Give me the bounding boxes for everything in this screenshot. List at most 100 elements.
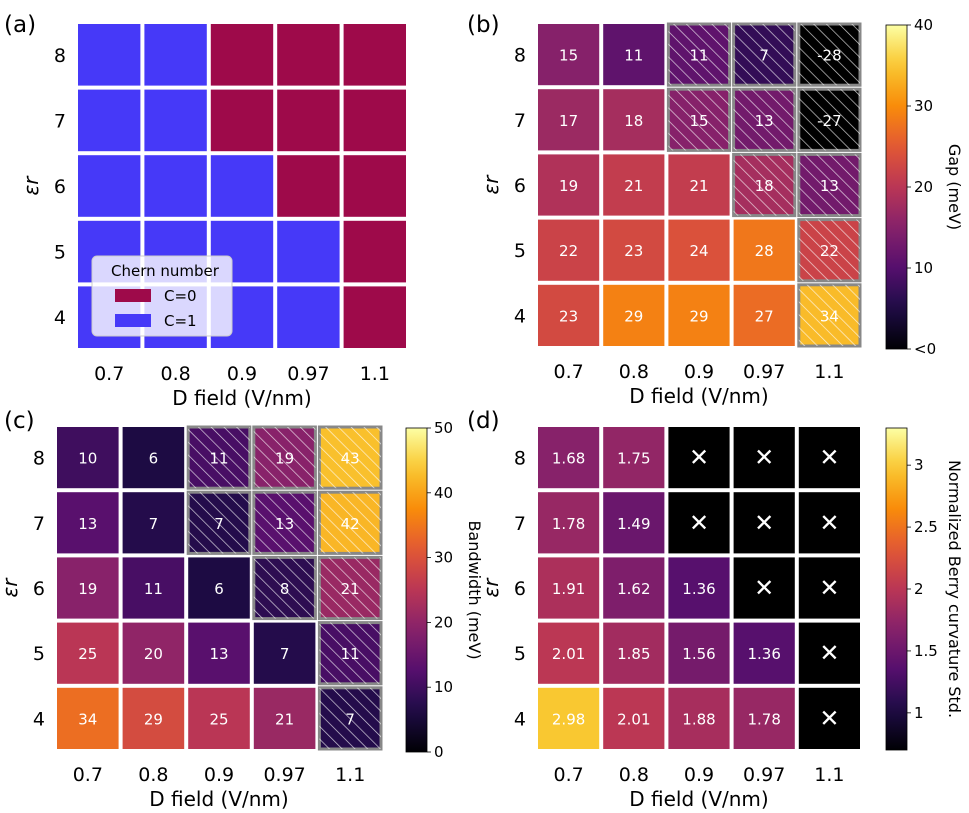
cell-value: 17 bbox=[559, 112, 578, 130]
heatmap-cell bbox=[798, 492, 860, 554]
y-tick-label: 7 bbox=[514, 110, 526, 132]
y-tick-label: 5 bbox=[33, 643, 45, 665]
cell-value: 1.91 bbox=[552, 580, 585, 598]
y-tick-label: 6 bbox=[54, 176, 66, 198]
hatch-overlay bbox=[798, 284, 860, 346]
x-tick-label: 0.97 bbox=[287, 363, 329, 385]
cell-value: 22 bbox=[820, 242, 839, 260]
heatmap-cell bbox=[733, 427, 795, 489]
x-tick-label: 0.97 bbox=[263, 764, 305, 786]
x-tick-label: 0.7 bbox=[73, 764, 103, 786]
heatmap-cell bbox=[538, 427, 600, 489]
colorbar-label: Bandwidth (meV) bbox=[465, 520, 484, 659]
cell-value: 21 bbox=[624, 177, 643, 195]
colorbar bbox=[885, 427, 908, 751]
missing-marker: ✕ bbox=[819, 704, 839, 732]
heatmap-cell bbox=[210, 89, 274, 152]
heatmap-cell bbox=[798, 557, 860, 619]
heatmap-cell bbox=[538, 492, 600, 554]
heatmap-cell bbox=[538, 219, 600, 281]
cell-value: 7 bbox=[214, 515, 224, 533]
hatch-overlay bbox=[319, 492, 381, 554]
x-axis-label: D field (V/nm) bbox=[149, 787, 288, 811]
heatmap-cell bbox=[733, 687, 795, 749]
cell-value: 10 bbox=[78, 450, 97, 468]
cell-value: 24 bbox=[689, 242, 708, 260]
panel-d-berry-curvature: 1.68 1.75 ✕ ✕ ✕ 1.78 1.49 ✕ ✕ ✕ 1.91 1.62 1.36 ✕ ✕ 2.01… bbox=[479, 427, 964, 811]
chern-legend: Chern number C=0 C=1 bbox=[91, 255, 233, 337]
cell-value: 2.01 bbox=[617, 710, 650, 728]
colorbar-tick-label: 2.5 bbox=[914, 518, 938, 536]
cell-value: 34 bbox=[78, 710, 97, 728]
cell-value: 1.88 bbox=[682, 710, 715, 728]
y-axis-label: εr bbox=[479, 174, 503, 195]
panel-label-a: (a) bbox=[4, 12, 36, 38]
heatmap-cell bbox=[603, 687, 665, 749]
cell-value: 1.78 bbox=[552, 515, 585, 533]
heatmap-cell bbox=[343, 155, 406, 217]
heatmap-cell bbox=[668, 427, 730, 489]
hatch-overlay bbox=[319, 557, 381, 619]
cell-value: 1.75 bbox=[617, 450, 650, 468]
x-tick-label: 0.9 bbox=[227, 363, 257, 385]
heatmap-cell bbox=[253, 687, 316, 749]
heatmap-cell bbox=[57, 687, 119, 749]
heatmap-cell bbox=[122, 427, 185, 489]
heatmap-cell bbox=[603, 622, 665, 684]
heatmap-cell bbox=[668, 622, 730, 684]
heatmap-cell bbox=[188, 687, 250, 749]
heatmap-cell bbox=[277, 286, 340, 348]
heatmap-cell bbox=[798, 687, 860, 749]
colorbar bbox=[405, 427, 428, 753]
hatch-overlay bbox=[668, 89, 730, 151]
colorbar-tick-label: 50 bbox=[434, 419, 453, 437]
colorbar-tick-label: 3 bbox=[914, 456, 924, 474]
cell-value: 1.49 bbox=[617, 515, 650, 533]
cell-value: 11 bbox=[341, 645, 360, 663]
heatmap-cell bbox=[603, 557, 665, 619]
heatmap-cell bbox=[57, 492, 119, 554]
heatmap-cell bbox=[343, 89, 406, 152]
cell-value: 11 bbox=[624, 47, 643, 65]
heatmap-cell bbox=[277, 220, 340, 283]
x-tick-label: 0.8 bbox=[160, 363, 190, 385]
x-tick-label: 0.8 bbox=[619, 764, 649, 786]
cell-value: 43 bbox=[341, 450, 360, 468]
cell-value: 8 bbox=[280, 580, 290, 598]
missing-marker: ✕ bbox=[819, 574, 839, 602]
cell-value: 1.85 bbox=[617, 645, 650, 663]
y-tick-label: 6 bbox=[33, 578, 45, 600]
legend-label-c1: C=1 bbox=[164, 312, 197, 330]
hatch-overlay bbox=[253, 492, 316, 554]
cell-value: -27 bbox=[817, 112, 842, 130]
cell-value: 25 bbox=[209, 710, 228, 728]
cell-value: 1.78 bbox=[747, 710, 780, 728]
cell-value: 1.68 bbox=[552, 450, 585, 468]
hatch-overlay bbox=[253, 427, 316, 489]
y-tick-label: 8 bbox=[514, 45, 526, 67]
y-axis-label: εr bbox=[479, 577, 503, 598]
cell-value: 19 bbox=[559, 177, 578, 195]
colorbar-tick-label: 0 bbox=[434, 743, 444, 761]
x-tick-label: 0.8 bbox=[619, 361, 649, 383]
legend-swatch-c0 bbox=[115, 289, 151, 302]
cell-value: 11 bbox=[144, 580, 163, 598]
heatmap-cell bbox=[733, 622, 795, 684]
cell-value: -28 bbox=[817, 47, 842, 65]
legend-label-c0: C=0 bbox=[164, 287, 197, 305]
cell-value: 13 bbox=[820, 177, 839, 195]
heatmap-cell bbox=[188, 622, 250, 684]
heatmap-cell bbox=[668, 219, 730, 281]
heatmap-cell bbox=[668, 492, 730, 554]
heatmap-cell bbox=[603, 427, 665, 489]
heatmap-cell bbox=[210, 155, 274, 217]
heatmap-cell bbox=[733, 492, 795, 554]
x-tick-label: 1.1 bbox=[814, 764, 844, 786]
heatmap-cell bbox=[57, 427, 119, 489]
x-tick-label: 0.9 bbox=[204, 764, 234, 786]
heatmap-cell bbox=[733, 284, 795, 346]
hatch-overlay bbox=[798, 24, 860, 86]
cell-value: 19 bbox=[275, 450, 294, 468]
cell-value: 29 bbox=[624, 307, 643, 325]
